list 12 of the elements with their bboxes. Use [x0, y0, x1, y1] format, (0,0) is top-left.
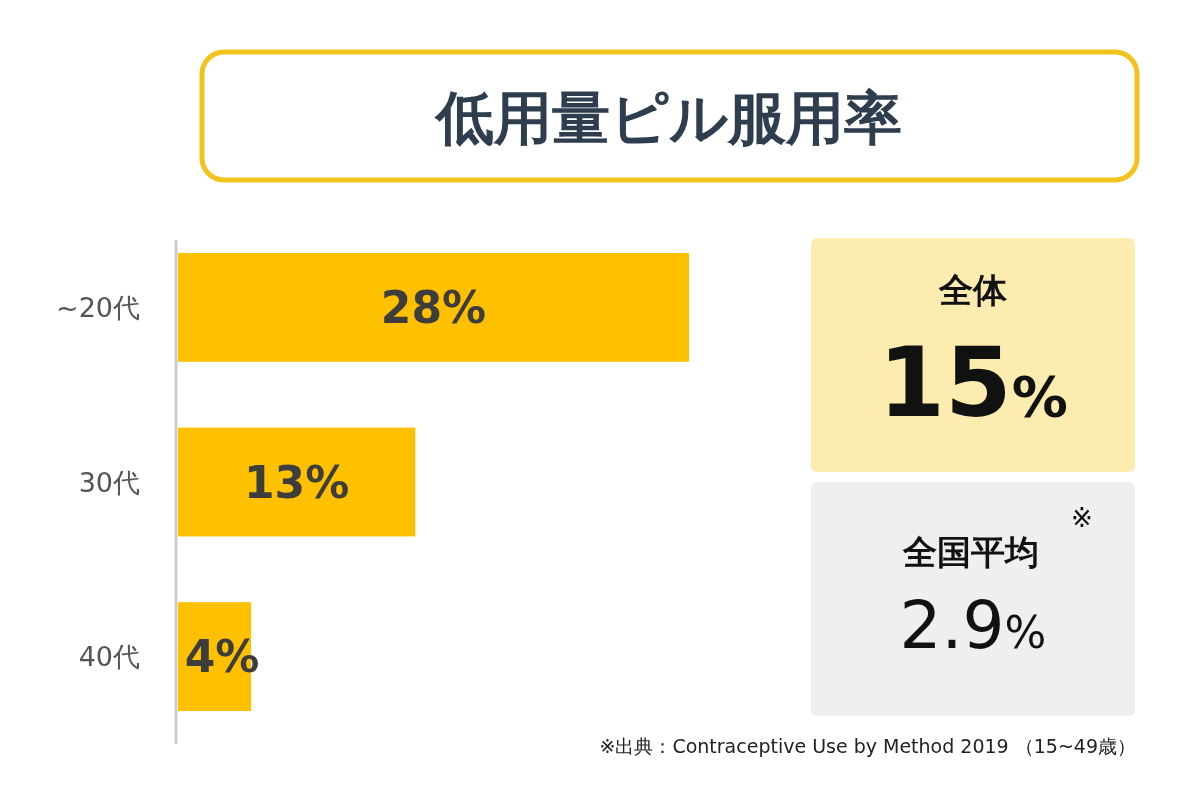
- y-tick-label: 30代: [78, 466, 140, 498]
- text: 2.9%: [899, 587, 1047, 664]
- y-tick-label: ~20代: [56, 291, 140, 323]
- chart-title: 低用量ピル服用率: [434, 84, 902, 152]
- data-label: 13%: [243, 456, 350, 508]
- annotation: ※出典：Contraceptive Use by Method 2019 （15~49歳）: [599, 735, 1136, 757]
- y-tick-label: 40代: [78, 641, 140, 673]
- text: 15%: [878, 327, 1068, 439]
- text: 全体: [938, 270, 1008, 310]
- text: 全国平均: [902, 532, 1039, 572]
- data-label: 28%: [380, 281, 487, 333]
- text: ※: [1071, 503, 1093, 533]
